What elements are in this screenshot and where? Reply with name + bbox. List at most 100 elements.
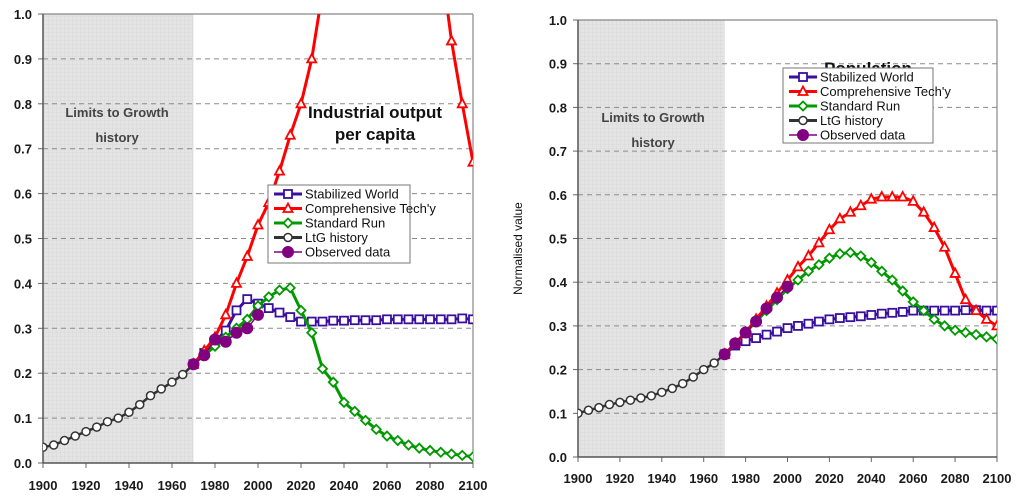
data-point <box>750 315 763 328</box>
x-tick-label: 2100 <box>459 478 488 493</box>
x-tick-label: 1960 <box>689 471 718 486</box>
history-region-label: history <box>95 130 139 145</box>
data-point <box>678 378 688 389</box>
data-point <box>896 285 909 297</box>
data-point <box>316 362 329 375</box>
history-region-label: Limits to Growth <box>65 105 168 120</box>
x-tick-label: 1980 <box>201 478 230 493</box>
data-point <box>370 423 383 436</box>
data-point <box>782 323 793 333</box>
data-point <box>928 313 940 326</box>
data-point <box>445 34 458 46</box>
legend-label: Standard Run <box>305 216 385 231</box>
data-point <box>349 315 360 326</box>
legend-label: LtG history <box>305 230 368 245</box>
x-tick-label: 2080 <box>941 471 970 486</box>
data-point <box>865 256 878 269</box>
data-point <box>792 274 804 286</box>
data-point <box>178 369 188 380</box>
data-point <box>949 324 961 337</box>
data-point <box>823 252 836 264</box>
y-tick-label: 0.1 <box>14 411 32 426</box>
legend-item: LtG history <box>274 230 368 245</box>
legend-label: Comprehensive Tech'y <box>820 84 951 99</box>
data-point <box>456 449 469 462</box>
data-point <box>167 377 177 387</box>
data-point <box>92 422 102 432</box>
series-observed-data <box>718 280 794 361</box>
data-point <box>252 308 264 321</box>
legend-item: Observed data <box>789 128 906 143</box>
data-point <box>657 387 667 398</box>
data-point <box>729 337 742 350</box>
data-point <box>939 305 950 316</box>
legend-item: Observed data <box>274 245 391 260</box>
data-point <box>980 312 993 324</box>
data-point <box>875 190 888 202</box>
data-point <box>771 291 784 304</box>
data-point <box>328 315 339 326</box>
data-point <box>907 296 919 308</box>
data-point <box>262 291 275 303</box>
x-tick-label: 1940 <box>647 471 676 486</box>
data-point <box>435 314 446 325</box>
x-tick-label: 1960 <box>158 478 187 493</box>
data-point <box>359 414 372 427</box>
data-point <box>823 222 836 235</box>
x-tick-label: 2040 <box>330 478 359 493</box>
y-tick-label: 0.7 <box>549 144 567 159</box>
y-tick-label: 0.7 <box>14 142 32 157</box>
data-point <box>760 302 773 315</box>
data-point <box>230 326 243 339</box>
data-point <box>402 439 415 451</box>
data-point <box>751 333 761 344</box>
x-tick-label: 2040 <box>857 471 886 486</box>
legend-marker <box>283 232 293 243</box>
data-point <box>339 315 349 326</box>
series-standard-run <box>718 246 997 361</box>
data-point <box>812 235 825 248</box>
data-point <box>242 294 253 305</box>
y-axis-label: Normalised value <box>511 202 525 295</box>
y-tick-label: 0.4 <box>549 275 568 290</box>
legend-label: Observed data <box>820 128 906 143</box>
data-point <box>803 318 814 329</box>
data-point <box>865 192 878 204</box>
population-chart: 0.0 0.1 0.2 0.3 0.4 0.5 0.6 0.7 0.8 0.9 1.0 1900 192… <box>511 13 1011 486</box>
x-tick-label: 2100 <box>983 471 1012 486</box>
y-tick-label: 0.1 <box>549 406 567 421</box>
data-point <box>959 326 972 339</box>
x-tick-label: 2000 <box>773 471 802 486</box>
data-point <box>70 431 80 441</box>
data-point <box>59 435 70 446</box>
data-point <box>456 96 469 109</box>
legend-item: Comprehensive Tech'y <box>274 201 436 216</box>
data-point <box>371 315 382 326</box>
data-point <box>467 155 473 167</box>
legend-item: Standard Run <box>274 216 385 231</box>
data-point <box>102 416 113 427</box>
data-point <box>241 249 254 261</box>
data-point <box>305 327 318 339</box>
legend-item: Stabilized World <box>789 70 914 85</box>
chart-title: per capita <box>335 125 416 144</box>
data-point <box>761 329 772 340</box>
data-point <box>929 305 940 316</box>
data-point <box>49 440 59 450</box>
legend-item: LtG history <box>789 113 883 128</box>
y-tick-label: 0.2 <box>549 363 567 378</box>
legend-item: Stabilized World <box>274 187 399 202</box>
x-tick-label: 2000 <box>244 478 273 493</box>
data-point <box>124 407 134 418</box>
data-point <box>414 314 425 325</box>
x-tick-label: 1920 <box>72 478 101 493</box>
chart-title: Industrial output <box>308 103 442 122</box>
data-point <box>578 408 583 419</box>
legend-marker <box>282 246 294 258</box>
data-point <box>709 358 719 368</box>
data-point <box>391 434 404 447</box>
data-point <box>252 218 264 230</box>
data-point <box>113 413 123 423</box>
data-point <box>772 326 782 337</box>
data-point <box>814 316 824 327</box>
